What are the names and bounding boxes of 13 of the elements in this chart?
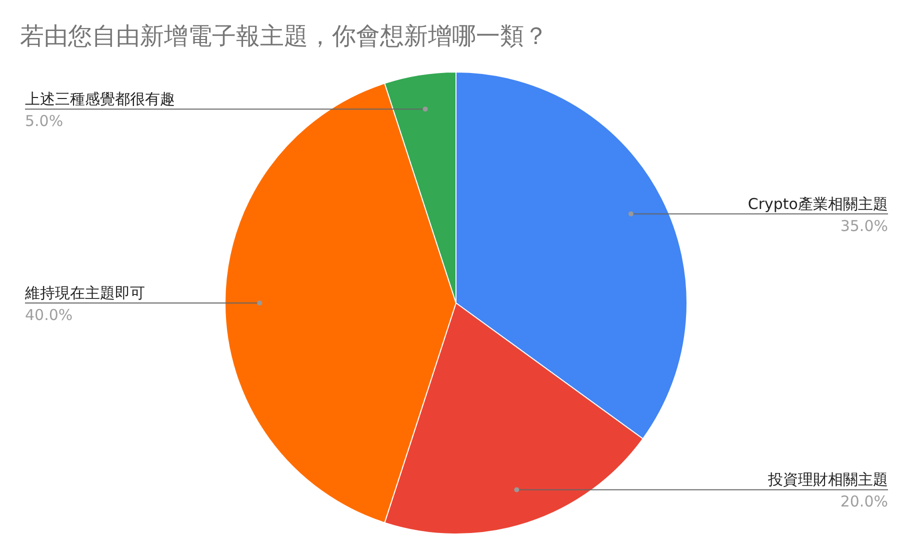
slice-label: 上述三種感覺都很有趣: [25, 90, 175, 108]
pie-slice: [384, 72, 456, 304]
chart-title: 若由您自由新增電子報主題，你會想新增哪一類？: [20, 22, 548, 50]
slice-label: 投資理財相關主題: [767, 470, 888, 489]
slice-label: 維持現在主題即可: [24, 284, 145, 302]
data-label: 20.0%: [840, 492, 888, 511]
data-label: 5.0%: [25, 112, 64, 130]
pie-slice: [384, 302, 644, 534]
slice-label: Crypto產業相關主題: [748, 194, 888, 213]
pie-slice: [224, 82, 456, 524]
data-label: 40.0%: [25, 306, 73, 324]
pie-slice: [456, 72, 688, 440]
data-label: 35.0%: [840, 216, 888, 235]
